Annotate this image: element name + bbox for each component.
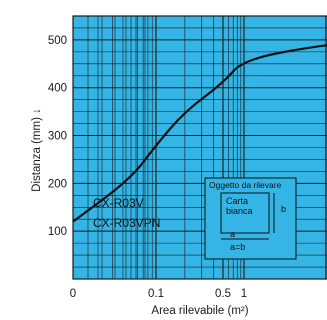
x-tick-labels: 0 0.1 0.5 1 — [70, 288, 247, 300]
y-axis-title: Distanza (mm) ↓ — [31, 108, 43, 192]
paper-rectangle — [220, 192, 270, 234]
series-label-line-1: CX-R03V — [93, 196, 144, 210]
y-tick-label-1: 200 — [48, 178, 67, 190]
inset-frame — [204, 177, 297, 260]
dimension-equation: a=b — [230, 242, 245, 252]
x-axis-title: Area rilevabile (m²) — [151, 305, 248, 317]
y-tick-label-0: 100 — [48, 226, 67, 238]
paper-label-line-1: Carta — [226, 196, 248, 206]
y-tick-label-4: 500 — [48, 35, 67, 47]
bottom-dimension-label: a — [230, 229, 235, 239]
inset-target-diagram: Oggetto da rilevare Carta bianca b a a=b — [204, 177, 297, 260]
y-tick-label-3: 400 — [48, 83, 67, 95]
x-tick-label-3: 1 — [241, 288, 247, 300]
x-tick-label-2: 0.5 — [215, 288, 231, 300]
y-tick-labels: 100 200 300 400 500 — [48, 35, 67, 238]
series-label-line-2: CX-R03VPN — [93, 216, 160, 230]
y-tick-label-2: 300 — [48, 131, 67, 143]
series-line — [73, 38, 327, 223]
side-dimension-label: b — [281, 204, 286, 214]
x-tick-label-0: 0 — [70, 288, 76, 300]
x-tick-label-1: 0.1 — [148, 288, 164, 300]
plot-border — [72, 15, 327, 280]
inset-title: Oggetto da rilevare — [209, 180, 282, 190]
paper-label-line-2: bianca — [226, 206, 253, 216]
